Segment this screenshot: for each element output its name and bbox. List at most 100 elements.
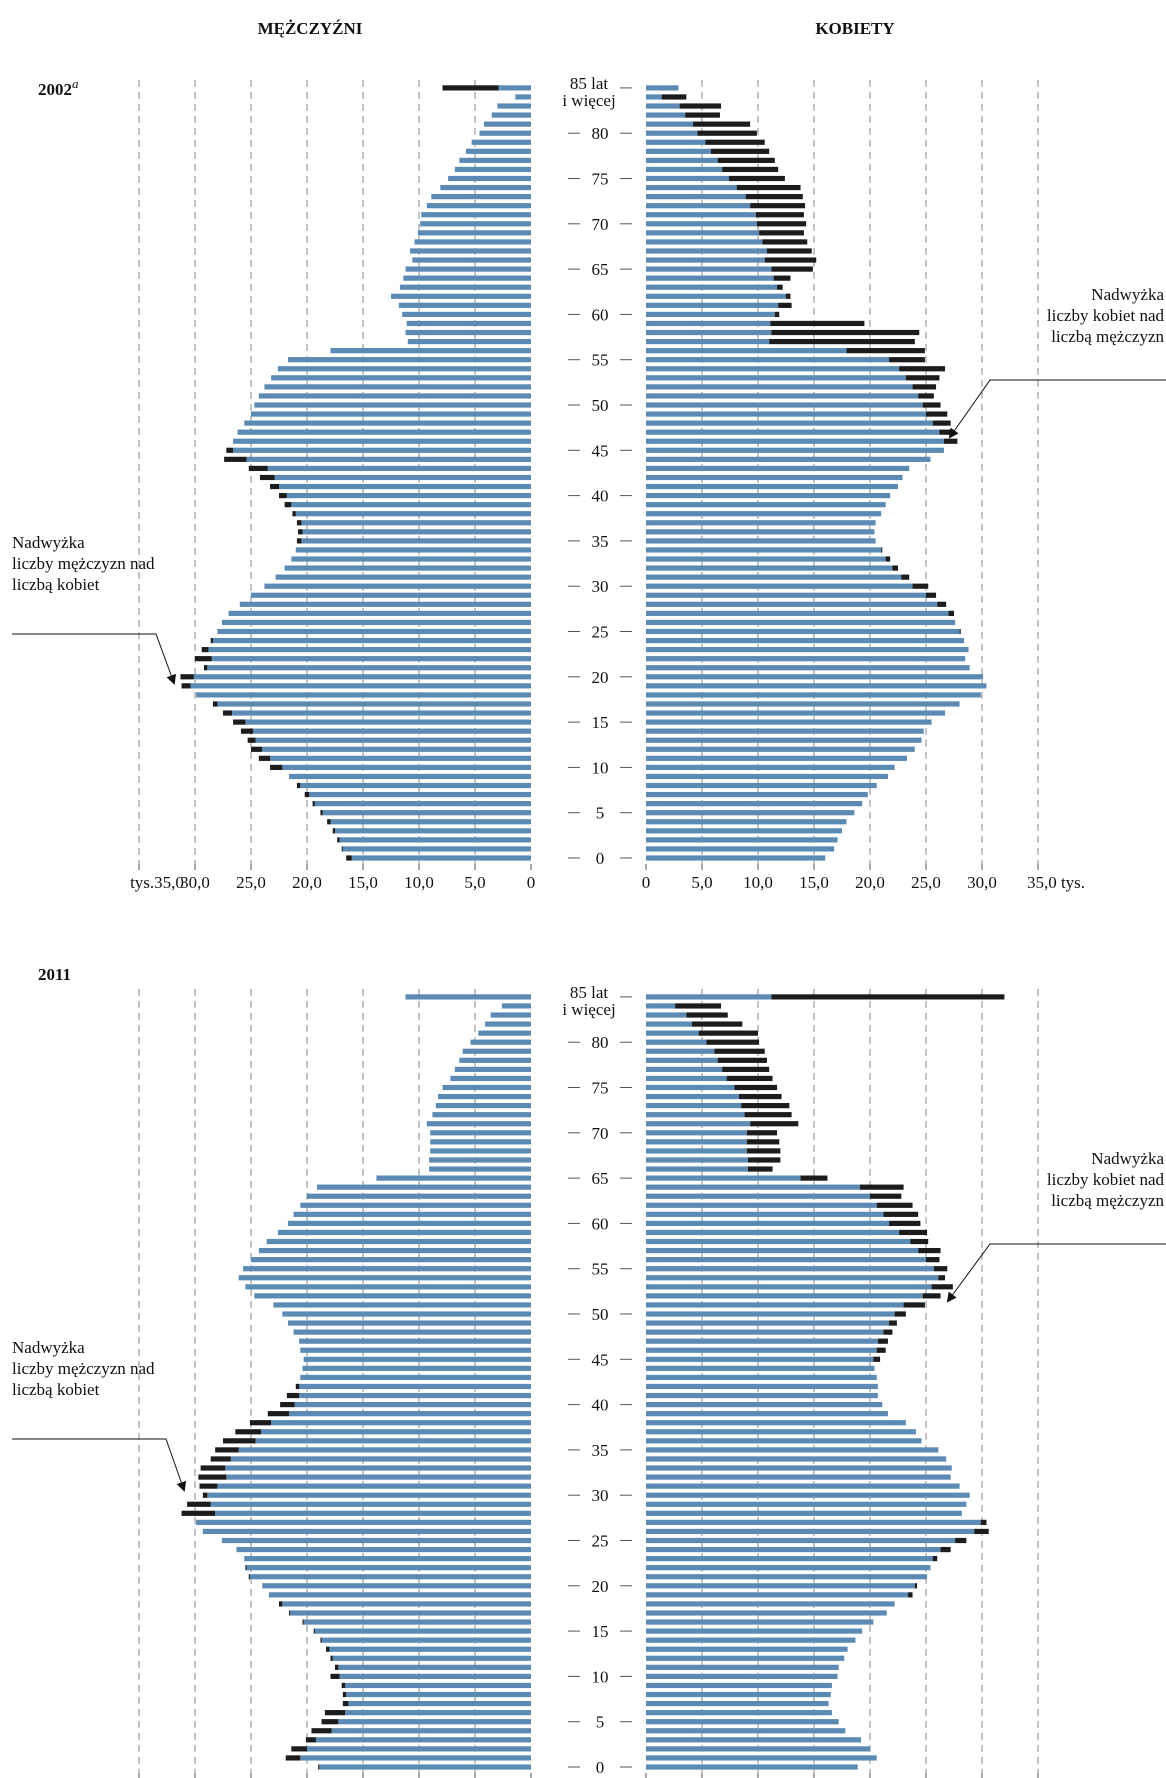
bar-women-age-83 xyxy=(646,1012,687,1018)
bar-women-excess-age-65 xyxy=(800,1175,828,1181)
bar-women-excess-age-25 xyxy=(955,1537,967,1544)
bar-women-age-81 xyxy=(646,121,694,127)
bar-women-age-4 xyxy=(646,819,847,825)
bar-men-age-65 xyxy=(405,266,531,272)
bar-women-age-0 xyxy=(646,1764,858,1770)
bar-women-age-23 xyxy=(646,1556,933,1562)
bar-women-age-77 xyxy=(646,157,718,163)
bar-women-age-14 xyxy=(646,1637,856,1643)
bar-women-excess-age-28 xyxy=(937,601,947,607)
bar-men-excess-age-12 xyxy=(251,746,263,752)
bar-men-age-6 xyxy=(345,1710,531,1716)
bar-women-age-41 xyxy=(646,1392,878,1399)
bar-men-age-51 xyxy=(258,393,531,399)
bar-men-age-57 xyxy=(258,1247,531,1254)
bar-women-excess-age-33 xyxy=(885,556,891,562)
bar-men-age-21 xyxy=(249,1574,531,1580)
x-tick-label-women-0: 0 xyxy=(642,873,651,892)
bar-men-age-29 xyxy=(251,592,531,598)
bar-women-age-75 xyxy=(646,1084,735,1091)
bar-women-age-15 xyxy=(646,719,932,725)
bar-men-age-35 xyxy=(238,1447,531,1453)
bar-women-age-14 xyxy=(646,728,924,734)
bar-men-age-51 xyxy=(273,1302,531,1308)
bar-men-age-46 xyxy=(300,1347,531,1353)
bar-women-excess-age-80 xyxy=(706,1039,760,1045)
bar-men-age-28 xyxy=(239,601,532,607)
bar-men-age-79 xyxy=(462,1048,531,1054)
bar-women-excess-age-74 xyxy=(738,1093,782,1100)
bar-men-excess-age-41 xyxy=(286,1392,300,1399)
bar-men-age-5 xyxy=(322,810,531,816)
bar-women-excess-age-66 xyxy=(747,1166,773,1172)
age-tick-label-30: 30 xyxy=(592,577,609,596)
age-tick-label-65: 65 xyxy=(592,1169,609,1188)
bar-men-age-11 xyxy=(338,1664,531,1670)
x-tick-label-women-20: 20,0 xyxy=(855,873,885,892)
bar-women-age-3 xyxy=(646,1737,862,1743)
bar-women-age-3 xyxy=(646,828,842,834)
bar-women-excess-age-72 xyxy=(750,203,806,209)
bar-men-age-33 xyxy=(225,1465,532,1471)
bar-men-age-37 xyxy=(301,520,531,526)
bar-women-age-30 xyxy=(646,583,913,589)
bar-women-age-41 xyxy=(646,483,898,490)
age-tick-label-25: 25 xyxy=(592,1532,609,1551)
bar-men-excess-age-19 xyxy=(181,683,191,689)
bar-men-excess-age-13 xyxy=(247,737,256,743)
bar-men-age-64 xyxy=(317,1184,531,1190)
heading-men: MĘŻCZYŹNI xyxy=(258,19,363,38)
bar-women-excess-age-53 xyxy=(905,375,940,381)
bar-women-excess-age-84 xyxy=(661,94,687,100)
bar-women-excess-age-64 xyxy=(859,1184,904,1190)
bar-men-excess-age-14 xyxy=(320,1637,322,1643)
bar-men-age-3 xyxy=(335,828,531,834)
bar-women-age-57 xyxy=(646,338,770,345)
bar-women-age-35 xyxy=(646,538,876,544)
bar-men-excess-age-17 xyxy=(212,701,218,707)
bar-men-excess-age-0 xyxy=(346,855,352,861)
bar-women-age-78 xyxy=(646,148,711,154)
bar-women-excess-age-56 xyxy=(846,348,925,354)
bar-men-age-62 xyxy=(391,293,531,299)
bar-men-excess-age-23 xyxy=(201,647,209,653)
bar-women-age-63 xyxy=(646,284,778,290)
bar-women-age-15 xyxy=(646,1628,863,1634)
bar-women-age-20 xyxy=(646,1583,915,1589)
x-tick-label-women-35: 35,0 tys. xyxy=(1027,873,1085,892)
bar-women-age-33 xyxy=(646,1465,952,1471)
bar-men-age-34 xyxy=(295,547,531,553)
bar-men-age-58 xyxy=(266,1238,531,1245)
bar-men-age-40 xyxy=(294,1402,531,1408)
bar-women-excess-age-76 xyxy=(726,1075,773,1082)
bar-men-age-38 xyxy=(295,511,531,517)
bar-men-age-83 xyxy=(490,1012,531,1018)
bar-women-age-82 xyxy=(646,112,686,118)
bar-women-age-33 xyxy=(646,556,886,562)
bar-men-age-61 xyxy=(398,302,531,308)
bar-women-age-74 xyxy=(646,184,737,191)
bar-women-age-43 xyxy=(646,1374,877,1381)
bar-men-age-78 xyxy=(459,1057,531,1063)
age-tick-label-55: 55 xyxy=(592,351,609,370)
bar-women-excess-age-58 xyxy=(771,329,920,336)
bar-men-age-54 xyxy=(238,1275,531,1281)
bar-women-excess-age-59 xyxy=(770,320,865,327)
bar-women-age-68 xyxy=(646,239,763,245)
bar-men-excess-age-39 xyxy=(284,502,292,508)
bar-women-age-44 xyxy=(646,456,931,462)
annotation-men-line-1: Nadwyżka xyxy=(12,533,85,552)
bar-men-excess-age-40 xyxy=(280,1402,295,1408)
bar-men-age-8 xyxy=(346,1691,531,1698)
bar-men-age-20 xyxy=(262,1583,531,1589)
bar-women-age-79 xyxy=(646,1048,715,1054)
bar-women-age-64 xyxy=(646,275,774,281)
bar-men-age-20 xyxy=(193,674,531,680)
bar-women-age-28 xyxy=(646,601,938,607)
bar-men-age-82 xyxy=(485,1021,531,1027)
bar-women-age-52 xyxy=(646,384,913,390)
bar-men-age-53 xyxy=(271,375,531,381)
bar-women-excess-age-77 xyxy=(722,1066,770,1072)
age-tick-label-75: 75 xyxy=(592,1079,609,1098)
bar-men-age-33 xyxy=(291,556,531,562)
